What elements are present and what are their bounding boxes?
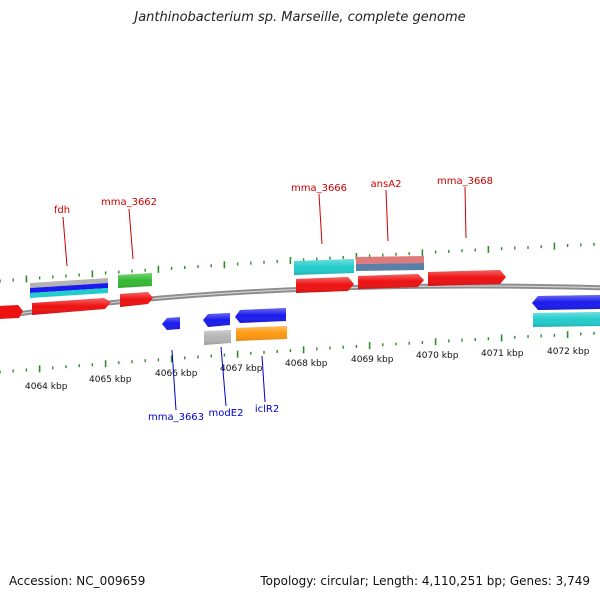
- accession-label: Accession: NC_009659: [9, 574, 146, 588]
- feature-steel-ansa2: [356, 263, 424, 271]
- ruler-label-4067: 4067 kbp: [220, 364, 263, 374]
- ruler-labels: 4064 kbp 4065 kbp 4066 kbp 4067 kbp 4068…: [25, 347, 590, 392]
- upper-tick-row: [0, 242, 595, 283]
- ruler-label-4069: 4069 kbp: [351, 355, 394, 365]
- gene-label-mma-3666: mma_3666: [291, 183, 347, 194]
- reverse-features: [162, 295, 600, 345]
- gene-label-mma-3663: mma_3663: [148, 412, 204, 423]
- feature-pink-ansa2: [356, 256, 424, 264]
- forward-leader-lines: [62, 186, 467, 267]
- ruler-label-4068: 4068 kbp: [285, 359, 328, 369]
- ruler-label-4070: 4070 kbp: [416, 351, 459, 361]
- ruler-label-4072: 4072 kbp: [547, 347, 590, 357]
- feature-red-left-edge: [0, 305, 23, 319]
- feature-blue-fdh: [30, 283, 108, 293]
- gene-label-mode2: modE2: [209, 408, 244, 419]
- gene-label-fdh: fdh: [54, 205, 70, 216]
- gene-label-mma-3662: mma_3662: [101, 197, 157, 208]
- ruler-label-4066: 4066 kbp: [155, 369, 198, 379]
- feature-cyan-fdh: [30, 288, 108, 298]
- gene-label-ansa2: ansA2: [371, 179, 402, 190]
- map-title: Janthinobacterium sp. Marseille, complet…: [134, 10, 466, 25]
- gene-labels: fdh mma_3662 mma_3666 ansA2 mma_3668 mma…: [54, 176, 493, 423]
- ruler-label-4071: 4071 kbp: [481, 349, 524, 359]
- feature-gray-fdh: [30, 278, 108, 288]
- gene-label-mma-3668: mma_3668: [437, 176, 493, 187]
- ruler-label-4064: 4064 kbp: [25, 382, 68, 392]
- forward-features: [0, 256, 506, 319]
- lower-tick-row: [0, 331, 595, 374]
- gene-label-iclr2: iclR2: [255, 404, 279, 415]
- ruler-label-4065: 4065 kbp: [89, 375, 132, 385]
- topology-summary: Topology: circular; Length: 4,110,251 bp…: [260, 574, 590, 588]
- reverse-leader-lines: [171, 346, 266, 411]
